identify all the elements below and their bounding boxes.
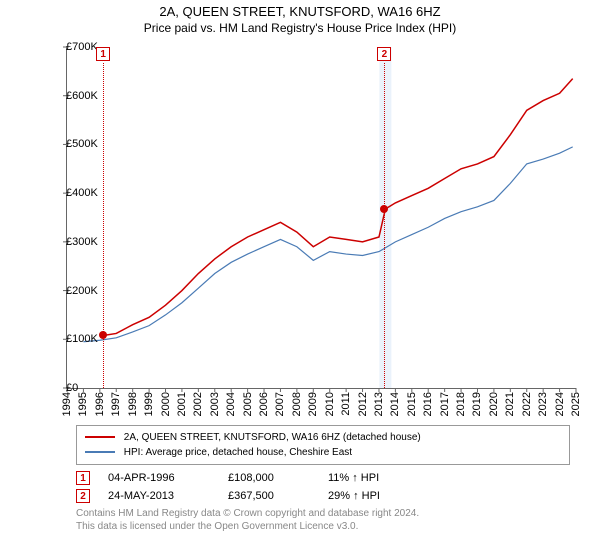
x-axis-label: 2016 (422, 392, 434, 416)
x-axis-label: 2010 (324, 392, 336, 416)
x-axis-label: 2003 (209, 392, 221, 416)
legend-row-hpi: HPI: Average price, detached house, Ches… (85, 445, 561, 460)
legend-and-info: 2A, QUEEN STREET, KNUTSFORD, WA16 6HZ (d… (20, 419, 580, 539)
x-axis-label: 2015 (406, 392, 418, 416)
footer-line2: This data is licensed under the Open Gov… (76, 520, 570, 533)
legend-label-hpi: HPI: Average price, detached house, Ches… (124, 447, 352, 458)
x-axis-label: 2012 (357, 392, 369, 416)
chart-subtitle: Price paid vs. HM Land Registry's House … (144, 21, 456, 39)
transaction-hpi: 11% ↑ HPI (328, 472, 379, 484)
footer-text: Contains HM Land Registry data © Crown c… (76, 507, 570, 533)
x-axis-label: 2024 (554, 392, 566, 416)
x-axis-label: 1998 (127, 392, 139, 416)
x-axis-label: 2017 (439, 392, 451, 416)
x-axis-label: 2006 (258, 392, 270, 416)
chart-area: £0£100K£200K£300K£400K£500K£600K£700K199… (20, 39, 580, 419)
footer-line1: Contains HM Land Registry data © Crown c… (76, 507, 570, 520)
marker-dot (380, 205, 388, 213)
x-axis-label: 1999 (143, 392, 155, 416)
x-axis-label: 1995 (77, 392, 89, 416)
x-axis-label: 1997 (110, 392, 122, 416)
marker-dot (99, 331, 107, 339)
x-axis-label: 2002 (192, 392, 204, 416)
x-axis-label: 2001 (176, 392, 188, 416)
x-axis-label: 2025 (570, 392, 582, 416)
chart-title: 2A, QUEEN STREET, KNUTSFORD, WA16 6HZ (159, 0, 440, 21)
x-axis-label: 2021 (504, 392, 516, 416)
x-axis-label: 2011 (340, 392, 352, 416)
x-axis-label: 2023 (537, 392, 549, 416)
x-axis-label: 2007 (274, 392, 286, 416)
x-axis-label: 2004 (225, 392, 237, 416)
x-axis-label: 2019 (471, 392, 483, 416)
transaction-date: 04-APR-1996 (108, 472, 228, 484)
transaction-marker: 2 (76, 489, 90, 503)
x-axis-label: 2013 (373, 392, 385, 416)
transaction-date: 24-MAY-2013 (108, 490, 228, 502)
marker-box: 1 (96, 47, 110, 61)
transaction-row: 2 24-MAY-2013£367,50029% ↑ HPI (76, 489, 570, 503)
x-axis-label: 2014 (389, 392, 401, 416)
x-axis-label: 2000 (160, 392, 172, 416)
transaction-row: 1 04-APR-1996£108,00011% ↑ HPI (76, 471, 570, 485)
x-axis-label: 2018 (455, 392, 467, 416)
transaction-rows: 1 04-APR-1996£108,00011% ↑ HPI 2 24-MAY-201… (76, 471, 570, 503)
x-axis-label: 1996 (94, 392, 106, 416)
x-axis-label: 2005 (242, 392, 254, 416)
x-axis-label: 2008 (291, 392, 303, 416)
plot-svg (67, 47, 576, 388)
transaction-price: £367,500 (228, 490, 328, 502)
marker-box: 2 (377, 47, 391, 61)
legend-label-property: 2A, QUEEN STREET, KNUTSFORD, WA16 6HZ (d… (124, 432, 421, 443)
transaction-hpi: 29% ↑ HPI (328, 490, 380, 502)
legend-swatch-hpi (85, 451, 115, 453)
plot-region (66, 47, 576, 389)
marker-line (384, 63, 385, 388)
legend-swatch-property (85, 436, 115, 438)
x-axis-label: 1994 (61, 392, 73, 416)
transaction-marker: 1 (76, 471, 90, 485)
x-axis-label: 2009 (307, 392, 319, 416)
transaction-price: £108,000 (228, 472, 328, 484)
legend-box: 2A, QUEEN STREET, KNUTSFORD, WA16 6HZ (d… (76, 425, 570, 465)
chart-container: 2A, QUEEN STREET, KNUTSFORD, WA16 6HZ Pr… (0, 0, 600, 560)
x-axis-label: 2022 (521, 392, 533, 416)
x-axis-label: 2020 (488, 392, 500, 416)
legend-row-property: 2A, QUEEN STREET, KNUTSFORD, WA16 6HZ (d… (85, 430, 561, 445)
